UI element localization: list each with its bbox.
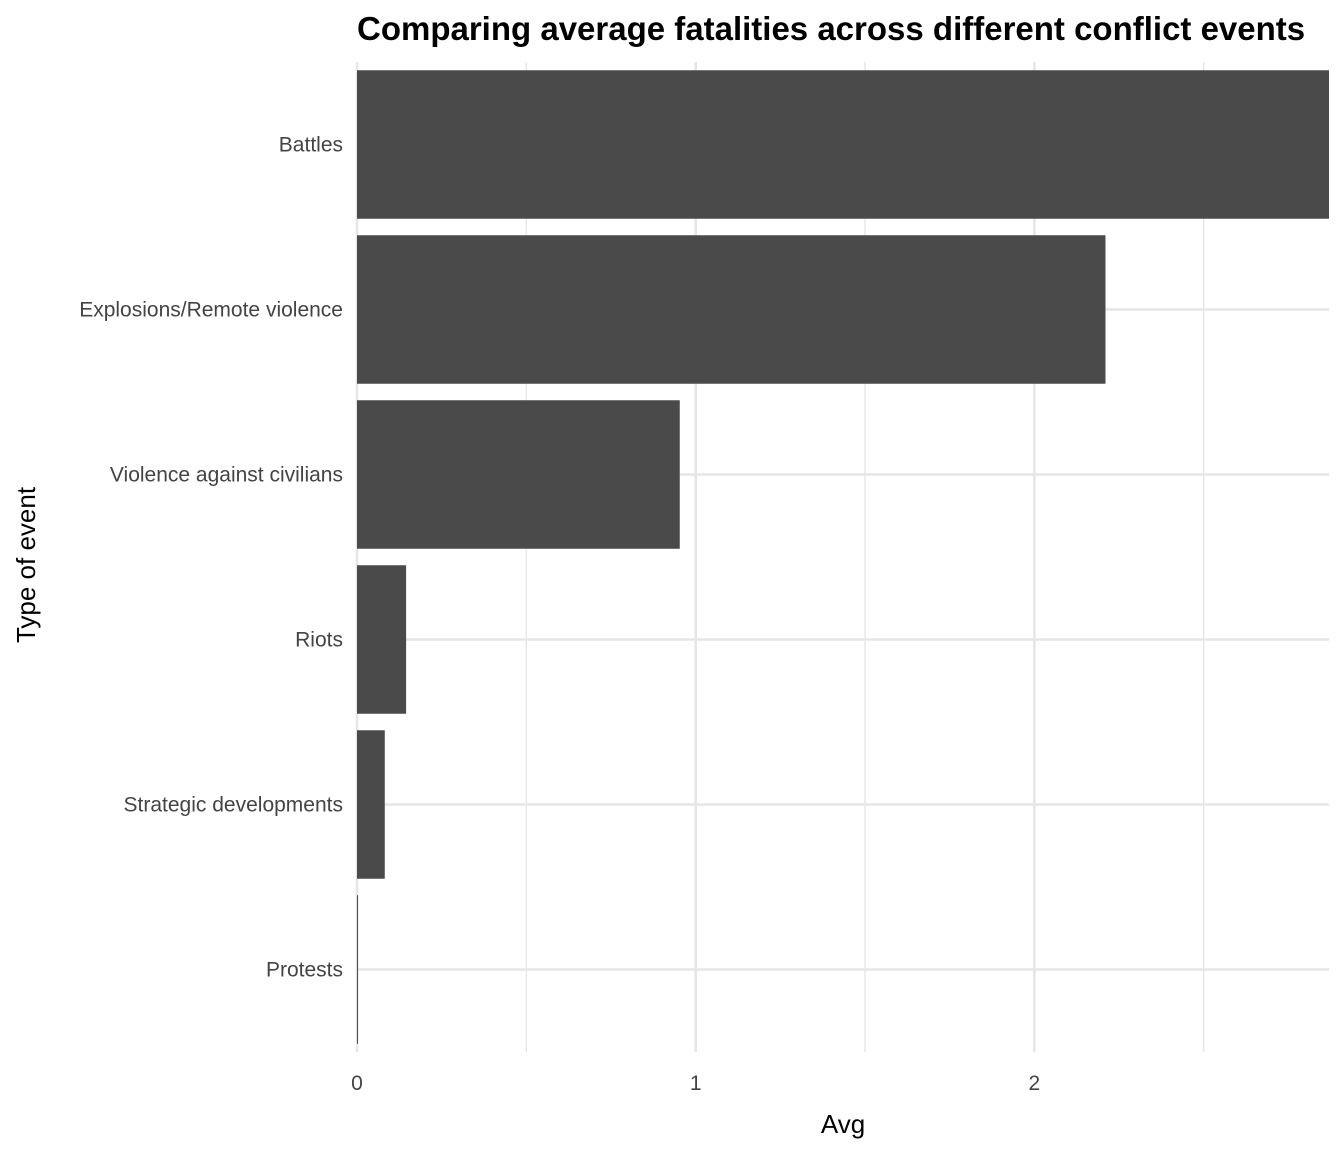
bar-riots — [357, 565, 407, 714]
y-tick-label: Explosions/Remote violence — [79, 299, 343, 322]
y-tick-label: Riots — [295, 629, 343, 652]
y-tick-label: Violence against civilians — [110, 464, 343, 487]
y-tick-label: Battles — [279, 134, 343, 157]
y-tick-label: Strategic developments — [124, 794, 343, 817]
bar-battles — [357, 70, 1329, 219]
x-tick-label: 1 — [690, 1072, 702, 1095]
x-tick-label: 2 — [1029, 1072, 1041, 1095]
bars — [357, 70, 1329, 1044]
bar-strategic-developments — [357, 730, 385, 879]
y-tick-label: Protests — [266, 959, 343, 982]
x-tick-label: 0 — [351, 1072, 363, 1095]
y-axis-title: Type of event — [11, 486, 41, 643]
y-tick-labels: Battles Explosions/Remote violence Violenc… — [79, 134, 343, 982]
chart-title: Comparing average fatalities across diff… — [357, 10, 1305, 47]
bar-violence-against-civilians — [357, 400, 680, 549]
bar-protests — [357, 895, 359, 1044]
x-axis-title: Avg — [821, 1109, 865, 1139]
bar-explosions-remote-violence — [357, 235, 1106, 384]
x-tick-labels: 0 1 2 — [351, 1072, 1040, 1095]
